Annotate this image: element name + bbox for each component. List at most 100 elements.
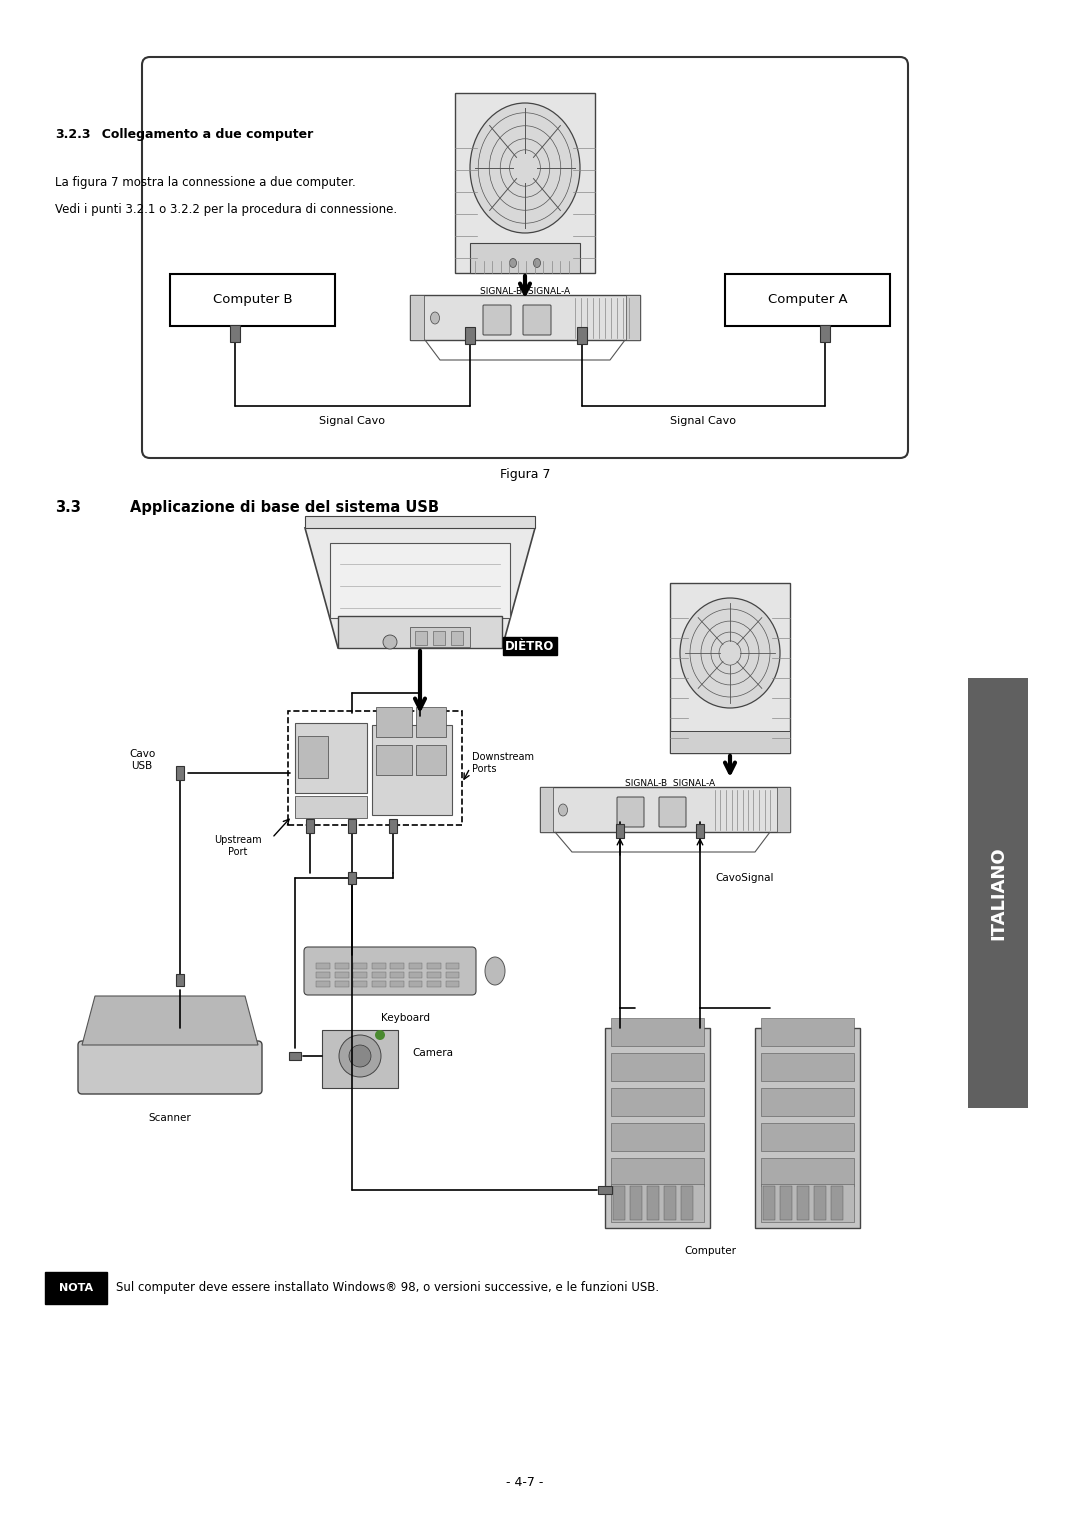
Bar <box>446 963 459 969</box>
Bar <box>762 1186 775 1219</box>
Bar <box>335 963 349 969</box>
Bar <box>348 871 355 885</box>
Bar <box>348 819 356 833</box>
Bar <box>353 972 367 978</box>
Text: Keyboard: Keyboard <box>380 1013 430 1024</box>
Bar <box>408 972 422 978</box>
Text: Computer: Computer <box>684 1245 735 1256</box>
Bar <box>376 707 411 736</box>
Bar <box>295 796 367 817</box>
Bar <box>389 819 397 833</box>
Polygon shape <box>82 996 258 1045</box>
Bar <box>372 724 453 814</box>
Bar <box>433 631 445 645</box>
Text: Collegamento a due computer: Collegamento a due computer <box>93 128 313 141</box>
Bar <box>814 1186 826 1219</box>
Text: DIÈTRO: DIÈTRO <box>505 640 554 652</box>
Text: Vedi i punti 3.2.1 o 3.2.2 per la procedura di connessione.: Vedi i punti 3.2.1 o 3.2.2 per la proced… <box>55 203 397 215</box>
Text: ITALIANO: ITALIANO <box>989 847 1007 940</box>
Bar <box>316 981 330 987</box>
Bar <box>577 327 588 344</box>
Ellipse shape <box>470 102 580 232</box>
Text: NOTA: NOTA <box>59 1284 93 1293</box>
Bar <box>780 1186 792 1219</box>
Bar <box>322 1030 399 1088</box>
Bar <box>761 1184 854 1222</box>
Bar <box>372 981 386 987</box>
Text: CavoSignal: CavoSignal <box>715 872 773 883</box>
Bar <box>408 963 422 969</box>
Bar <box>725 274 890 325</box>
Bar <box>316 963 330 969</box>
Text: Camera: Camera <box>411 1048 453 1057</box>
Bar <box>390 963 404 969</box>
Text: Sul computer deve essere installato Windows® 98, o versioni successive, e le fun: Sul computer deve essere installato Wind… <box>116 1282 659 1294</box>
Bar <box>611 1158 704 1186</box>
Bar <box>176 766 184 779</box>
Bar <box>598 1186 611 1193</box>
Text: Upstream
Port: Upstream Port <box>214 836 261 857</box>
Bar <box>470 243 580 274</box>
Bar <box>465 327 475 344</box>
FancyBboxPatch shape <box>303 947 476 995</box>
Bar <box>330 542 510 617</box>
Bar <box>230 324 240 341</box>
Bar <box>335 972 349 978</box>
Bar <box>416 707 446 736</box>
Bar <box>626 295 640 341</box>
Bar <box>681 1186 693 1219</box>
Ellipse shape <box>431 312 440 324</box>
Bar <box>755 1028 860 1229</box>
Ellipse shape <box>383 636 397 649</box>
Bar <box>335 981 349 987</box>
Bar <box>761 1158 854 1186</box>
Bar <box>410 295 424 341</box>
Polygon shape <box>305 529 535 648</box>
Text: SIGNAL-B  SIGNAL-A: SIGNAL-B SIGNAL-A <box>625 779 715 788</box>
Text: Cavo
USB: Cavo USB <box>129 749 156 770</box>
Bar <box>408 981 422 987</box>
Ellipse shape <box>485 957 505 986</box>
Bar <box>390 981 404 987</box>
Bar <box>372 972 386 978</box>
Bar <box>630 1186 642 1219</box>
Bar <box>540 787 789 833</box>
Bar <box>298 736 328 778</box>
Bar <box>305 516 535 529</box>
Text: Figura 7: Figura 7 <box>500 468 550 481</box>
Text: Downstream
Ports: Downstream Ports <box>472 752 534 773</box>
Bar <box>170 274 335 325</box>
Text: SIGNAL-B  SIGNAL-A: SIGNAL-B SIGNAL-A <box>480 287 570 296</box>
Bar <box>316 972 330 978</box>
FancyBboxPatch shape <box>78 1041 262 1094</box>
Text: Applicazione di base del sistema USB: Applicazione di base del sistema USB <box>130 500 438 515</box>
Bar <box>696 824 704 837</box>
Bar <box>605 1028 710 1229</box>
Bar <box>613 1186 625 1219</box>
Ellipse shape <box>349 1045 372 1067</box>
Text: Signal Cavo: Signal Cavo <box>319 416 384 426</box>
Text: La figura 7 mostra la connessione a due computer.: La figura 7 mostra la connessione a due … <box>55 176 355 189</box>
FancyBboxPatch shape <box>617 798 644 827</box>
Bar <box>410 626 470 646</box>
Text: 3.3: 3.3 <box>55 500 81 515</box>
Bar <box>45 1271 107 1303</box>
Bar <box>611 1053 704 1080</box>
Ellipse shape <box>680 597 780 707</box>
Bar <box>831 1186 843 1219</box>
Bar <box>670 584 789 753</box>
Bar <box>820 324 831 341</box>
Bar <box>616 824 624 837</box>
Bar <box>415 631 427 645</box>
Bar <box>761 1088 854 1115</box>
Bar <box>540 787 553 833</box>
Bar <box>410 295 640 341</box>
Bar <box>761 1123 854 1151</box>
Bar <box>777 787 789 833</box>
Text: 3.2.3: 3.2.3 <box>55 128 91 141</box>
Text: Computer A: Computer A <box>768 293 848 307</box>
Bar <box>761 1018 854 1047</box>
Bar <box>176 973 184 987</box>
Bar <box>372 963 386 969</box>
Bar <box>455 93 595 274</box>
